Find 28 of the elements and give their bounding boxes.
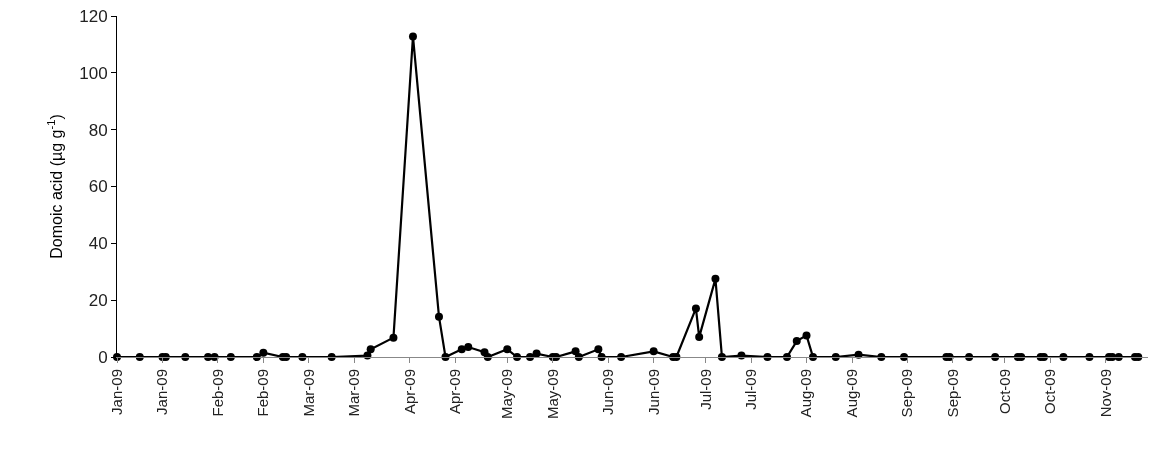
x-tick-label: Jun-09 <box>598 369 616 415</box>
x-tick-label: May-09 <box>543 369 561 420</box>
x-tick-label: Feb-09 <box>254 369 272 417</box>
y-tick-label: 100 <box>79 63 108 83</box>
x-tick-label: Mar-09 <box>299 369 317 417</box>
x-tick-label: Apr-09 <box>400 369 418 415</box>
y-tick-label: 0 <box>98 347 108 367</box>
y-tick-label: 60 <box>88 177 108 197</box>
x-tick-label: Nov-09 <box>1096 369 1114 418</box>
x-tick-label: Sep-09 <box>943 369 961 418</box>
y-tick-label: 20 <box>88 291 108 311</box>
y-tick-label: 80 <box>88 120 108 140</box>
x-tick-label: Aug-09 <box>842 369 860 418</box>
x-tick-label: Oct-09 <box>995 369 1013 415</box>
x-tick-label: Jan-09 <box>153 369 171 415</box>
x-tick-label: Mar-09 <box>345 369 363 417</box>
x-tick-label: Feb-09 <box>208 369 226 417</box>
x-tick-label: Sep-09 <box>898 369 916 418</box>
x-tick-label: Jun-09 <box>644 369 662 415</box>
x-tick-label: Jul-09 <box>696 369 714 410</box>
y-tick-label: 40 <box>88 234 108 254</box>
y-tick-label: 120 <box>79 6 108 26</box>
x-tick-label: Apr-09 <box>446 369 464 415</box>
x-tick-label: Aug-09 <box>797 369 815 418</box>
x-tick-label: Jul-09 <box>742 369 760 410</box>
x-tick-label: Oct-09 <box>1041 369 1059 415</box>
x-tick-label: Jan-09 <box>107 369 125 415</box>
x-tick-label: May-09 <box>498 369 516 420</box>
